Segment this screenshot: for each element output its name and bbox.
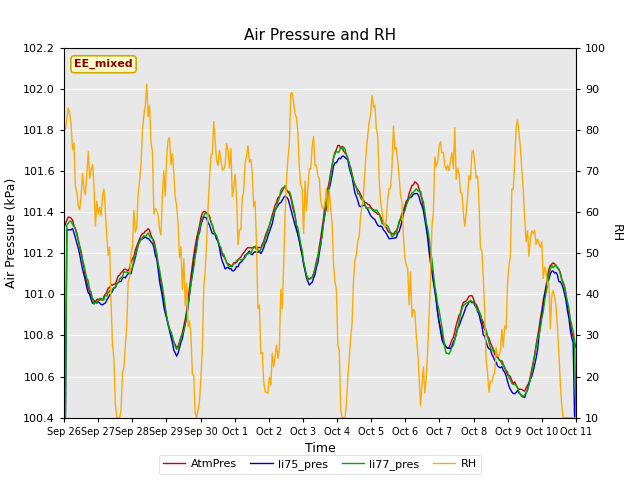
li75_pres — [60, 415, 68, 420]
RH — [572, 415, 580, 420]
RH — [124, 278, 132, 284]
li77_pres — [60, 415, 68, 420]
RH — [113, 415, 120, 420]
Line: RH: RH — [64, 84, 576, 418]
Line: AtmPres: AtmPres — [64, 145, 576, 391]
AtmPres — [60, 225, 68, 231]
Legend: AtmPres, li75_pres, li77_pres, RH: AtmPres, li75_pres, li77_pres, RH — [159, 455, 481, 474]
Line: li77_pres: li77_pres — [64, 147, 576, 418]
X-axis label: Time: Time — [305, 442, 335, 455]
li75_pres — [340, 153, 348, 159]
li77_pres — [212, 232, 220, 238]
Text: EE_mixed: EE_mixed — [74, 59, 133, 69]
li75_pres — [572, 415, 580, 420]
Y-axis label: RH: RH — [610, 224, 623, 242]
Line: li75_pres: li75_pres — [64, 156, 576, 418]
AtmPres — [239, 252, 246, 257]
AtmPres — [123, 267, 131, 273]
li77_pres — [340, 144, 348, 150]
li75_pres — [123, 273, 131, 278]
li75_pres — [239, 258, 246, 264]
RH — [241, 160, 249, 166]
Y-axis label: Air Pressure (kPa): Air Pressure (kPa) — [4, 178, 17, 288]
RH — [287, 91, 294, 96]
AtmPres — [284, 189, 292, 194]
RH — [216, 147, 223, 153]
li77_pres — [284, 189, 292, 194]
li77_pres — [239, 257, 246, 263]
li75_pres — [545, 276, 553, 282]
AtmPres — [335, 143, 343, 148]
AtmPres — [572, 344, 580, 350]
li77_pres — [123, 269, 131, 275]
li75_pres — [284, 196, 292, 202]
AtmPres — [521, 388, 529, 394]
RH — [143, 81, 150, 87]
RH — [233, 194, 241, 200]
AtmPres — [230, 260, 237, 266]
Title: Air Pressure and RH: Air Pressure and RH — [244, 28, 396, 43]
li77_pres — [572, 415, 580, 420]
RH — [60, 129, 68, 134]
AtmPres — [547, 263, 554, 268]
li75_pres — [212, 237, 220, 242]
li77_pres — [230, 261, 237, 266]
li75_pres — [230, 268, 237, 274]
RH — [547, 325, 554, 331]
AtmPres — [212, 236, 220, 241]
li77_pres — [545, 272, 553, 277]
